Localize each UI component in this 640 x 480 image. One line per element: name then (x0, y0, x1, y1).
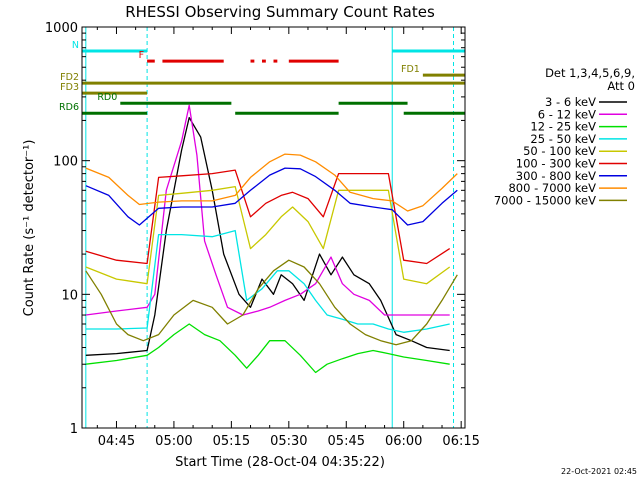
legend-label: 3 - 6 keV (545, 95, 596, 109)
flag-label-rd6: RD6 (59, 102, 79, 113)
x-tick-label: 05:45 (328, 434, 365, 449)
series-line-7 (85, 153, 458, 212)
legend-label: 800 - 7000 keV (508, 181, 596, 195)
y-tick-label: 1 (70, 422, 78, 437)
timestamp: 22-Oct-2021 02:45 (561, 467, 637, 476)
x-tick-label: 06:15 (442, 434, 479, 449)
series-line-6 (85, 167, 458, 226)
series-line-0 (85, 116, 450, 356)
series-line-4 (85, 185, 451, 285)
legend-label: 12 - 25 keV (530, 120, 596, 134)
flag-label-fd2: FD2 (60, 72, 79, 83)
series-line-2 (85, 323, 450, 374)
y-tick-label: 10 (61, 288, 78, 303)
series-line-5 (85, 169, 451, 265)
flag-label-n: N (72, 40, 79, 51)
x-tick-label: 05:30 (270, 434, 307, 449)
legend-label: 100 - 300 keV (516, 157, 596, 171)
y-axis: 1 10 100 1000 (45, 21, 465, 437)
x-tick-label: 06:00 (385, 434, 422, 449)
legend-header-attenuator: Att 0 (607, 79, 635, 93)
legend-label: 6 - 12 keV (538, 107, 596, 121)
legend-header-detectors: Det 1,3,4,5,6,9, (545, 66, 635, 80)
x-axis-label: Start Time (28-Oct-04 04:35:22) (175, 455, 385, 470)
series-line-3 (85, 229, 450, 333)
plot-frame (81, 26, 466, 429)
legend-label: 300 - 800 keV (516, 169, 596, 183)
x-axis: 04:45 05:00 05:15 05:30 05:45 06:00 06:15 (96, 27, 480, 449)
legend-label: 50 - 100 keV (523, 144, 596, 158)
legend-label: 25 - 50 keV (530, 132, 596, 146)
legend-label: 7000 - 15000 keV (494, 193, 596, 207)
flag-label-f: F (139, 50, 144, 61)
chart-title: RHESSI Observing Summary Count Rates (125, 3, 435, 21)
flag-label-fd1: FD1 (401, 64, 420, 75)
y-axis-label: Count Rate (s⁻¹ detector⁻¹) (22, 140, 37, 317)
x-tick-label: 05:15 (213, 434, 250, 449)
flag-label-fd3: FD3 (60, 82, 79, 93)
y-tick-label: 100 (53, 155, 78, 170)
series-line-8 (85, 259, 458, 346)
series-line-1 (85, 104, 450, 316)
x-tick-label: 04:45 (98, 434, 135, 449)
y-tick-label: 1000 (45, 21, 78, 36)
x-tick-label: 05:00 (155, 434, 192, 449)
flag-label-rd0: RD0 (97, 92, 117, 103)
